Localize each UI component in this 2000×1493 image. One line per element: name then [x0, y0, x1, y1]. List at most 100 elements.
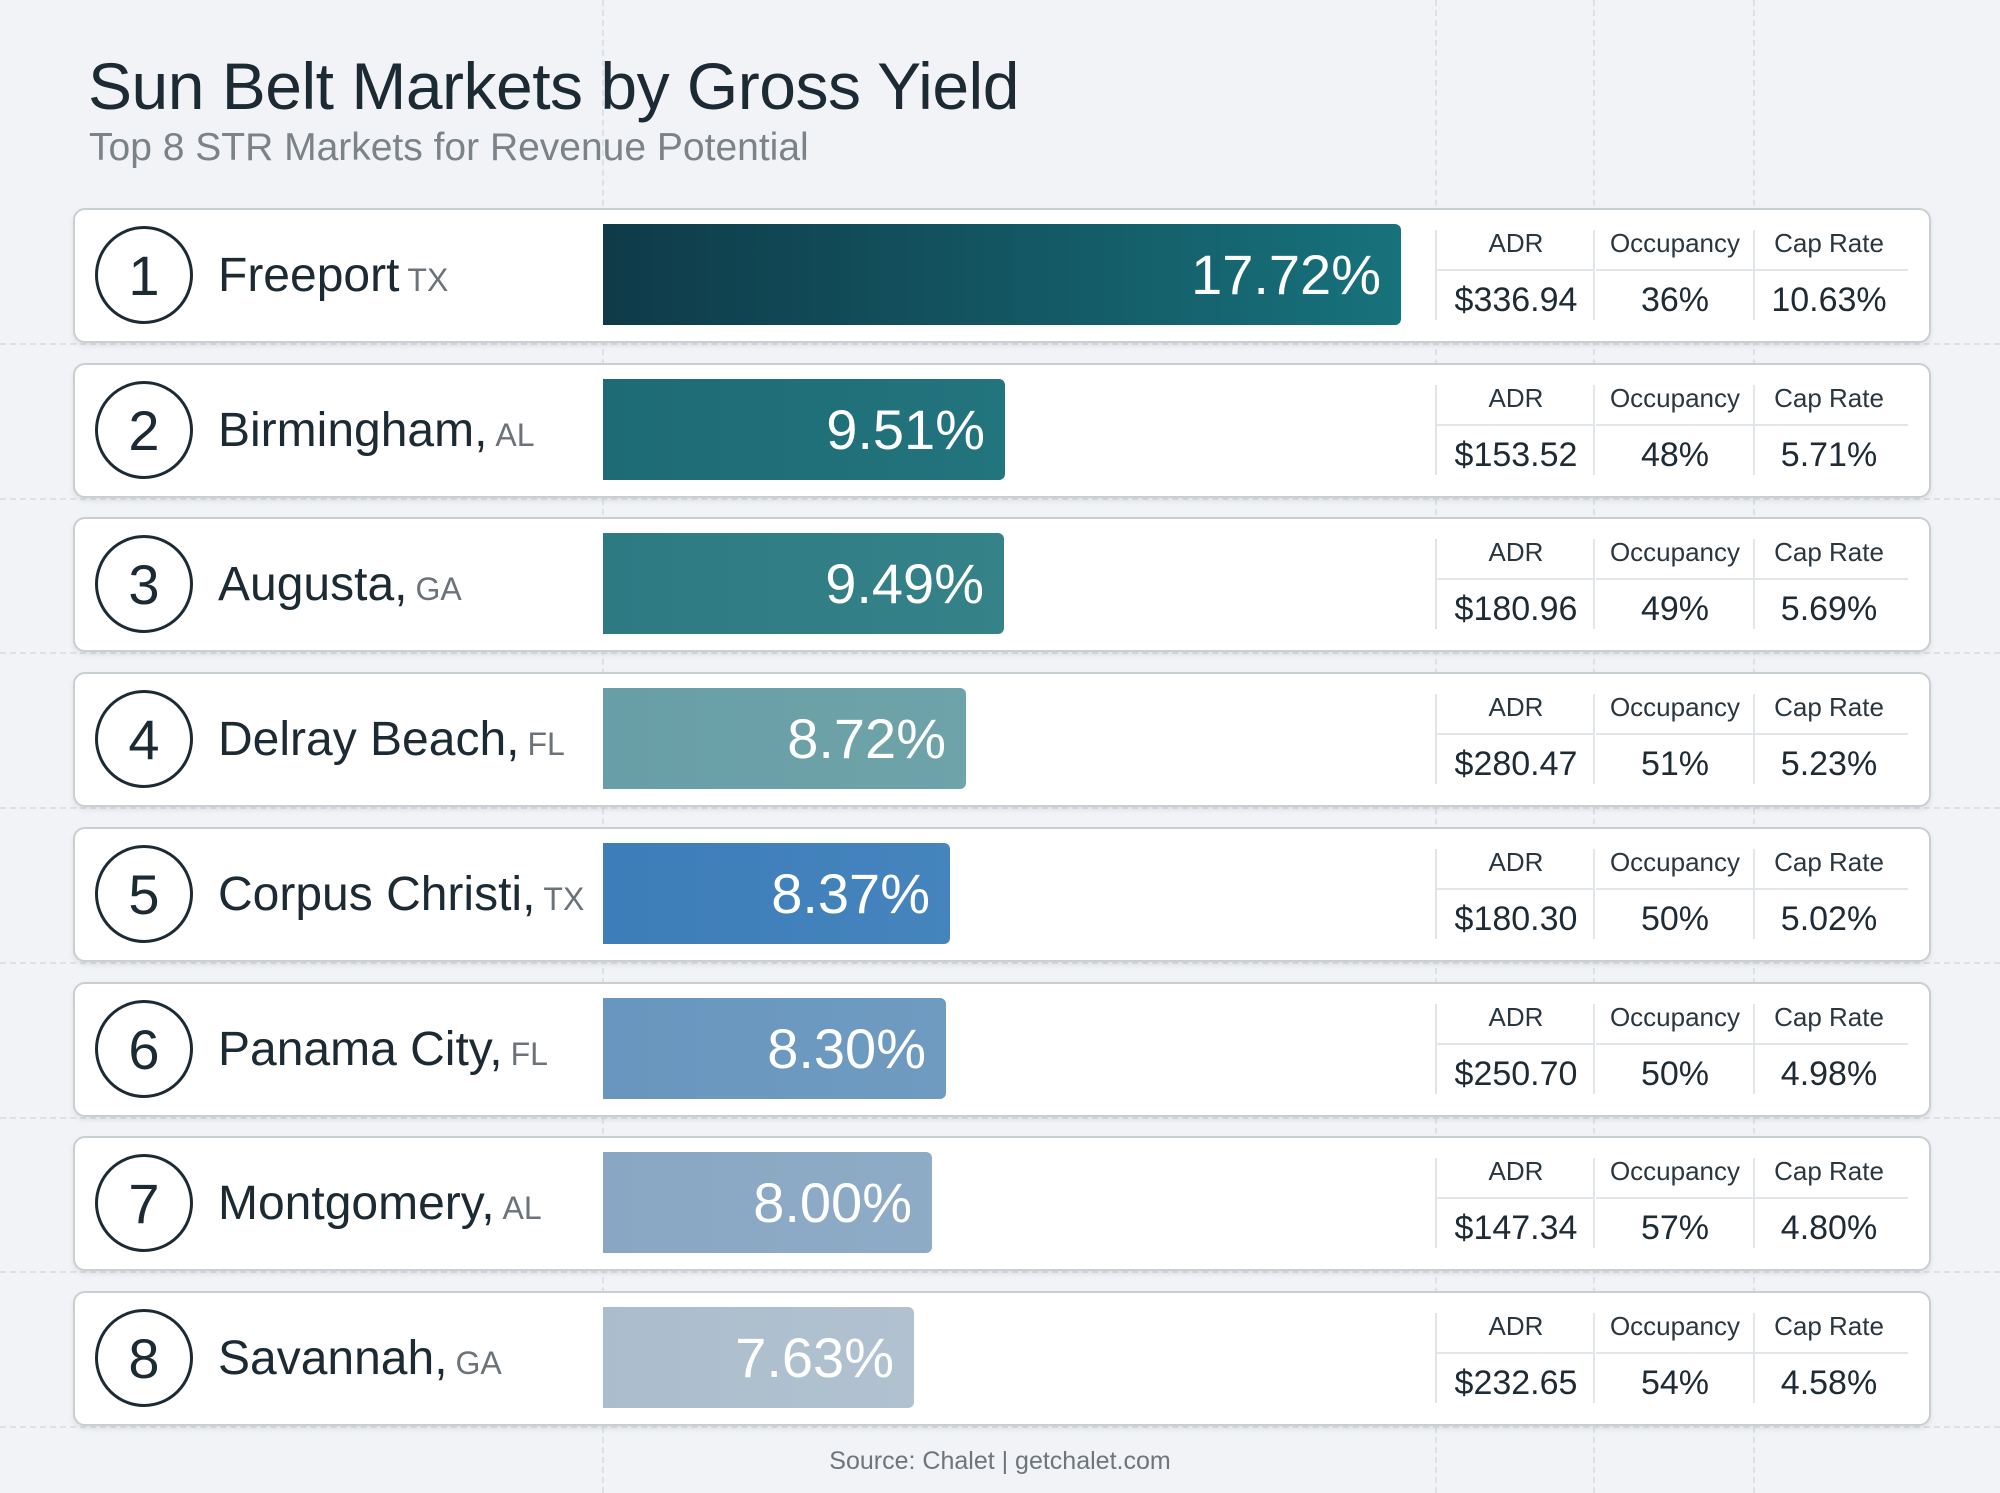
occupancy-value: 50%	[1640, 1055, 1710, 1093]
rank-badge: 2	[95, 381, 193, 479]
occupancy-column: Occupancy 54%	[1596, 1311, 1754, 1403]
occupancy-value: 49%	[1640, 590, 1710, 628]
divider	[1753, 1313, 1755, 1403]
cap-rate-header: Cap Rate	[1750, 847, 1908, 890]
adr-header: ADR	[1437, 228, 1595, 271]
cap-rate-header: Cap Rate	[1750, 692, 1908, 735]
adr-header: ADR	[1437, 1156, 1595, 1199]
state-code: TX	[407, 262, 449, 298]
market-name: Delray Beach, FL	[218, 712, 565, 767]
guide-line	[0, 652, 2000, 654]
occupancy-header: Occupancy	[1596, 1156, 1754, 1199]
cap-rate-value: 5.71%	[1780, 436, 1878, 474]
adr-value: $180.96	[1454, 590, 1578, 628]
source-note: Source: Chalet | getchalet.com	[829, 1447, 1171, 1475]
cap-rate-header: Cap Rate	[1750, 228, 1908, 271]
cap-rate-column: Cap Rate 5.02%	[1750, 847, 1908, 939]
rank-number: 5	[128, 862, 160, 926]
divider	[1753, 694, 1755, 784]
state-code: FL	[510, 1036, 548, 1072]
occupancy-column: Occupancy 48%	[1596, 383, 1754, 475]
city-name: Freeport	[218, 249, 400, 302]
adr-header: ADR	[1437, 537, 1595, 580]
divider	[1593, 1313, 1595, 1403]
occupancy-column: Occupancy 36%	[1596, 228, 1754, 320]
city-name: Montgomery,	[218, 1177, 495, 1230]
occupancy-value: 54%	[1640, 1364, 1710, 1402]
adr-column: ADR $180.30	[1437, 847, 1595, 939]
occupancy-header: Occupancy	[1596, 537, 1754, 580]
guide-line	[0, 343, 2000, 345]
adr-column: ADR $147.34	[1437, 1156, 1595, 1248]
divider	[1435, 849, 1437, 939]
yield-label: 8.00%	[753, 1171, 912, 1234]
divider	[1593, 1158, 1595, 1248]
divider	[1593, 385, 1595, 475]
market-row: 4 Delray Beach, FL 8.72% ADR $280.47 Occupancy…	[73, 672, 1931, 807]
cap-rate-column: Cap Rate 4.58%	[1750, 1311, 1908, 1403]
occupancy-value: 50%	[1640, 900, 1710, 938]
adr-header: ADR	[1437, 692, 1595, 735]
adr-column: ADR $153.52	[1437, 383, 1595, 475]
cap-rate-value: 10.63%	[1771, 281, 1887, 319]
rank-number: 2	[128, 398, 160, 462]
adr-header: ADR	[1437, 1311, 1595, 1354]
cap-rate-value: 5.02%	[1780, 900, 1878, 938]
occupancy-header: Occupancy	[1596, 228, 1754, 271]
guide-line	[0, 1117, 2000, 1119]
cap-rate-column: Cap Rate 10.63%	[1750, 228, 1908, 320]
divider	[1435, 230, 1437, 320]
divider	[1753, 1158, 1755, 1248]
divider	[1435, 539, 1437, 629]
cap-rate-header: Cap Rate	[1750, 383, 1908, 426]
city-name: Delray Beach,	[218, 713, 520, 766]
state-code: TX	[543, 881, 585, 917]
rank-number: 4	[128, 707, 160, 771]
occupancy-header: Occupancy	[1596, 692, 1754, 735]
rank-badge: 6	[95, 1000, 193, 1098]
cap-rate-value: 4.80%	[1780, 1209, 1878, 1247]
yield-bar: 8.37%	[603, 843, 950, 944]
adr-column: ADR $280.47	[1437, 692, 1595, 784]
rank-badge: 8	[95, 1309, 193, 1407]
cap-rate-column: Cap Rate 5.23%	[1750, 692, 1908, 784]
guide-line	[0, 807, 2000, 809]
yield-bar: 17.72%	[603, 224, 1401, 325]
divider	[1753, 849, 1755, 939]
cap-rate-header: Cap Rate	[1750, 537, 1908, 580]
state-code: FL	[527, 726, 565, 762]
market-row: 7 Montgomery, AL 8.00% ADR $147.34 Occupancy 57…	[73, 1136, 1931, 1271]
market-name: Birmingham, AL	[218, 403, 535, 458]
state-code: GA	[415, 571, 462, 607]
yield-label: 8.37%	[771, 862, 930, 925]
cap-rate-column: Cap Rate 5.69%	[1750, 537, 1908, 629]
adr-value: $232.65	[1454, 1364, 1578, 1402]
occupancy-header: Occupancy	[1596, 383, 1754, 426]
market-name: Corpus Christi, TX	[218, 867, 584, 922]
adr-header: ADR	[1437, 1002, 1595, 1045]
market-row: 2 Birmingham, AL 9.51% ADR $153.52 Occupancy 48…	[73, 363, 1931, 498]
market-row: 3 Augusta, GA 9.49% ADR $180.96 Occupancy 49% Ca…	[73, 517, 1931, 652]
cap-rate-value: 5.69%	[1780, 590, 1878, 628]
adr-value: $336.94	[1454, 281, 1578, 319]
city-name: Corpus Christi,	[218, 868, 536, 921]
guide-line	[0, 1271, 2000, 1273]
divider	[1593, 849, 1595, 939]
rank-badge: 3	[95, 535, 193, 633]
divider	[1753, 539, 1755, 629]
market-row: 8 Savannah, GA 7.63% ADR $232.65 Occupancy 54% C…	[73, 1291, 1931, 1426]
yield-label: 8.30%	[767, 1017, 926, 1080]
occupancy-value: 48%	[1640, 436, 1710, 474]
chart-subtitle: Top 8 STR Markets for Revenue Potential	[89, 126, 809, 169]
market-name: Savannah, GA	[218, 1331, 502, 1386]
occupancy-column: Occupancy 50%	[1596, 1002, 1754, 1094]
cap-rate-value: 5.23%	[1780, 745, 1878, 783]
market-name: Panama City, FL	[218, 1022, 548, 1077]
divider	[1753, 1004, 1755, 1094]
adr-value: $153.52	[1454, 436, 1578, 474]
adr-value: $147.34	[1454, 1209, 1578, 1247]
occupancy-header: Occupancy	[1596, 847, 1754, 890]
occupancy-column: Occupancy 57%	[1596, 1156, 1754, 1248]
divider	[1435, 1004, 1437, 1094]
divider	[1435, 385, 1437, 475]
